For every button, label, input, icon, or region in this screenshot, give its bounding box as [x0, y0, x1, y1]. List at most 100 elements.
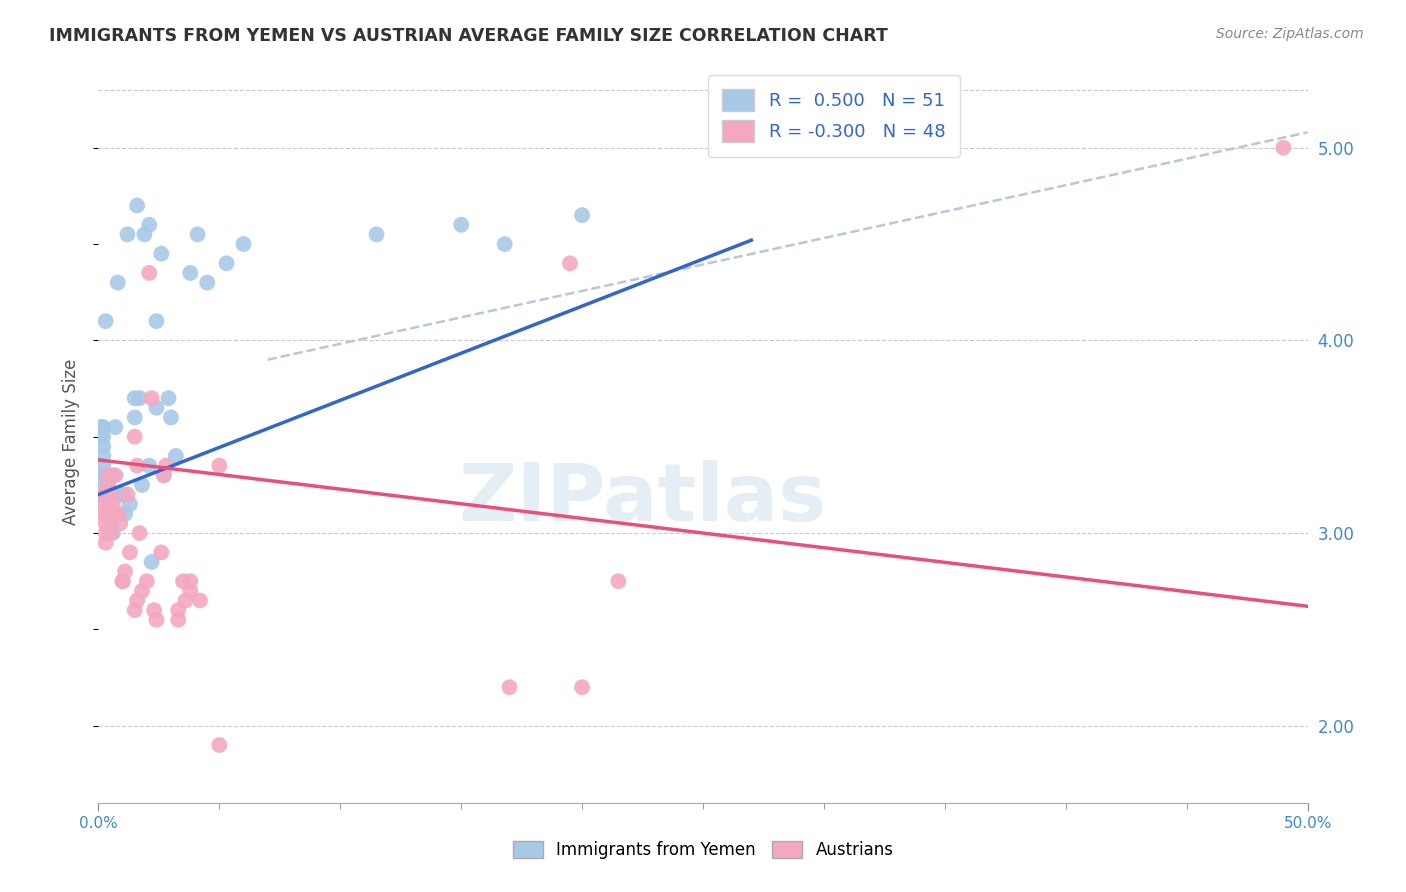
- Point: [157, 391, 180, 405]
- Point: [91, 439, 114, 453]
- Text: ZIPatlas: ZIPatlas: [458, 460, 827, 539]
- Point: [188, 593, 211, 607]
- Point: [108, 516, 131, 531]
- Point: [90, 468, 112, 483]
- Point: [111, 574, 134, 589]
- Point: [124, 603, 146, 617]
- Point: [145, 613, 167, 627]
- Point: [366, 227, 388, 242]
- Point: [114, 507, 136, 521]
- Point: [174, 593, 197, 607]
- Point: [208, 738, 231, 752]
- Point: [117, 227, 139, 242]
- Point: [97, 468, 120, 483]
- Point: [111, 574, 134, 589]
- Point: [127, 458, 149, 473]
- Point: [124, 430, 146, 444]
- Point: [150, 246, 173, 260]
- Point: [141, 555, 163, 569]
- Point: [91, 497, 114, 511]
- Point: [138, 266, 160, 280]
- Point: [91, 507, 114, 521]
- Point: [90, 487, 112, 501]
- Point: [97, 497, 120, 511]
- Point: [101, 468, 124, 483]
- Point: [91, 449, 114, 463]
- Point: [94, 526, 117, 541]
- Point: [160, 410, 183, 425]
- Point: [90, 420, 112, 434]
- Point: [94, 487, 117, 501]
- Point: [101, 497, 124, 511]
- Point: [195, 276, 218, 290]
- Point: [94, 314, 117, 328]
- Point: [145, 314, 167, 328]
- Point: [150, 545, 173, 559]
- Point: [94, 516, 117, 531]
- Point: [141, 391, 163, 405]
- Point: [138, 458, 160, 473]
- Point: [152, 468, 174, 483]
- Point: [128, 526, 150, 541]
- Point: [145, 401, 167, 415]
- Point: [215, 256, 238, 270]
- Point: [91, 458, 114, 473]
- Point: [94, 535, 117, 549]
- Point: [172, 574, 194, 589]
- Legend: Immigrants from Yemen, Austrians: Immigrants from Yemen, Austrians: [506, 834, 900, 866]
- Text: Source: ZipAtlas.com: Source: ZipAtlas.com: [1216, 27, 1364, 41]
- Point: [143, 603, 166, 617]
- Point: [124, 391, 146, 405]
- Point: [131, 583, 153, 598]
- Point: [100, 516, 122, 531]
- Point: [100, 516, 122, 531]
- Point: [450, 218, 472, 232]
- Point: [179, 266, 201, 280]
- Point: [108, 487, 131, 501]
- Point: [91, 420, 114, 434]
- Text: IMMIGRANTS FROM YEMEN VS AUSTRIAN AVERAGE FAMILY SIZE CORRELATION CHART: IMMIGRANTS FROM YEMEN VS AUSTRIAN AVERAG…: [49, 27, 889, 45]
- Y-axis label: Average Family Size: Average Family Size: [62, 359, 80, 524]
- Point: [607, 574, 630, 589]
- Point: [118, 497, 141, 511]
- Point: [107, 507, 129, 521]
- Point: [107, 276, 129, 290]
- Point: [135, 574, 157, 589]
- Point: [97, 478, 120, 492]
- Point: [100, 487, 122, 501]
- Point: [127, 593, 149, 607]
- Point: [165, 449, 187, 463]
- Point: [1272, 141, 1295, 155]
- Point: [91, 430, 114, 444]
- Point: [94, 478, 117, 492]
- Point: [117, 487, 139, 501]
- Point: [571, 208, 593, 222]
- Point: [118, 545, 141, 559]
- Point: [571, 680, 593, 694]
- Legend: R =  0.500   N = 51, R = -0.300   N = 48: R = 0.500 N = 51, R = -0.300 N = 48: [707, 75, 960, 157]
- Point: [104, 468, 127, 483]
- Point: [100, 526, 122, 541]
- Point: [124, 410, 146, 425]
- Point: [152, 468, 174, 483]
- Point: [498, 680, 520, 694]
- Point: [208, 458, 231, 473]
- Point: [90, 430, 112, 444]
- Point: [94, 468, 117, 483]
- Point: [127, 198, 149, 212]
- Point: [111, 487, 134, 501]
- Point: [104, 420, 127, 434]
- Point: [138, 218, 160, 232]
- Point: [179, 583, 201, 598]
- Point: [179, 574, 201, 589]
- Point: [494, 237, 516, 252]
- Point: [97, 478, 120, 492]
- Point: [558, 256, 581, 270]
- Point: [155, 458, 177, 473]
- Point: [101, 526, 124, 541]
- Point: [134, 227, 156, 242]
- Point: [97, 507, 120, 521]
- Point: [232, 237, 254, 252]
- Point: [167, 603, 190, 617]
- Point: [187, 227, 209, 242]
